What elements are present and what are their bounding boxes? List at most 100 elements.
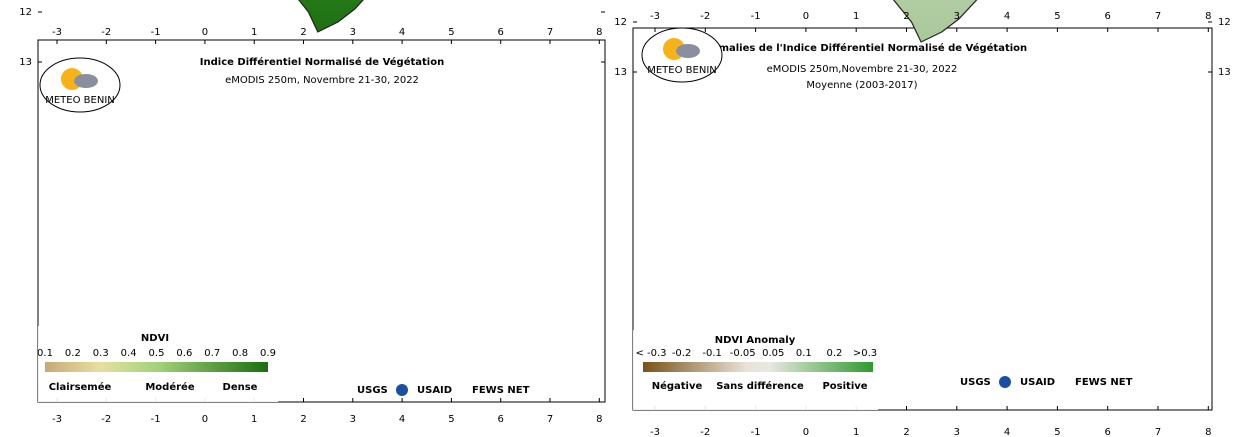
x-tick-label: 1	[251, 27, 257, 38]
legend-scale-label: 0.7	[204, 348, 220, 359]
x-tick-label: 1	[251, 414, 257, 425]
x-tick-label: 1	[853, 11, 859, 22]
logo-cloud	[676, 44, 700, 58]
x-tick-label: 6	[498, 414, 504, 425]
x-tick-label: 6	[1105, 427, 1111, 437]
nasa-badge	[396, 384, 408, 396]
x-tick-label: 2	[903, 427, 909, 437]
x-tick-label: -1	[151, 27, 161, 38]
map-title: Indice Différentiel Normalisé de Végétat…	[200, 56, 444, 68]
legend-title: NDVI Anomaly	[715, 335, 796, 346]
y-tick-label: 13	[1218, 67, 1231, 78]
legend-scale-label: 0.9	[260, 348, 276, 359]
x-tick-label: 2	[300, 414, 306, 425]
x-tick-label: 7	[547, 27, 553, 38]
x-tick-label: -3	[650, 427, 660, 437]
legend-scale-label: >0.3	[853, 348, 877, 359]
legend-class: Positive	[822, 381, 867, 392]
x-tick-label: 1	[853, 427, 859, 437]
legend-scale-label: -0.2	[672, 348, 692, 359]
map-title: Anomalies de l'Indice Différentiel Norma…	[697, 42, 1027, 54]
x-tick-label: -1	[151, 414, 161, 425]
x-tick-label: -1	[751, 11, 761, 22]
x-tick-label: -2	[700, 427, 710, 437]
x-tick-label: 3	[350, 27, 356, 38]
x-tick-label: 4	[399, 27, 405, 38]
x-tick-label: 4	[1004, 427, 1010, 437]
credit: FEWS NET	[472, 385, 530, 396]
y-tick-label: 13	[614, 67, 627, 78]
credit: USGS	[960, 377, 991, 388]
legend-scale-label: 0.3	[93, 348, 109, 359]
x-tick-label: 2	[300, 27, 306, 38]
map-subtitle: eMODIS 250m, Novembre 21-30, 2022	[225, 75, 419, 86]
x-tick-label: 0	[803, 11, 809, 22]
x-tick-label: 6	[1105, 11, 1111, 22]
credit: USAID	[1020, 377, 1055, 388]
x-tick-label: 8	[596, 27, 602, 38]
x-tick-label: 7	[547, 414, 553, 425]
x-tick-label: 3	[350, 414, 356, 425]
x-tick-label: 0	[202, 414, 208, 425]
legend-scale-label: 0.4	[121, 348, 137, 359]
legend-scale-label: 0.1	[37, 348, 53, 359]
x-tick-label: 4	[399, 414, 405, 425]
x-tick-label: 6	[498, 27, 504, 38]
x-tick-label: 2	[903, 11, 909, 22]
x-tick-label: -3	[52, 414, 62, 425]
logo-text: METEO BENIN	[647, 65, 717, 76]
legend-scale-label: 0.1	[796, 348, 812, 359]
legend-class: Dense	[223, 382, 258, 393]
x-tick-label: 0	[803, 427, 809, 437]
x-tick-label: 5	[1054, 11, 1060, 22]
legend-scale-label: -0.1	[702, 348, 722, 359]
x-tick-label: 8	[1205, 427, 1211, 437]
legend-class: Clairsemée	[49, 381, 112, 393]
x-tick-label: -1	[751, 427, 761, 437]
x-tick-label: -3	[650, 11, 660, 22]
x-tick-label: 3	[954, 427, 960, 437]
x-tick-label: -2	[700, 11, 710, 22]
y-tick-label: 13	[19, 57, 32, 68]
x-tick-label: 7	[1155, 427, 1161, 437]
y-tick-label: 12	[1218, 17, 1231, 28]
x-tick-label: 7	[1155, 11, 1161, 22]
legend-scale-label: 0.2	[826, 348, 842, 359]
y-tick-label: 12	[614, 17, 627, 28]
x-tick-label: 5	[1054, 427, 1060, 437]
legend-scale-label: 0.8	[232, 348, 248, 359]
x-tick-label: -2	[101, 414, 111, 425]
y-tick-label: 12	[19, 7, 32, 18]
logo-text: METEO BENIN	[45, 95, 115, 106]
logo-cloud	[74, 74, 98, 88]
legend-bar	[643, 362, 873, 372]
legend-scale-label: 0.5	[149, 348, 165, 359]
x-tick-label: -2	[101, 27, 111, 38]
credit: FEWS NET	[1075, 377, 1133, 388]
legend-class: Négative	[652, 380, 703, 392]
country-shape	[298, 0, 364, 33]
x-tick-label: 5	[448, 27, 454, 38]
credit: USGS	[357, 385, 388, 396]
x-tick-label: 5	[448, 414, 454, 425]
x-tick-label: -3	[52, 27, 62, 38]
x-tick-label: 4	[1004, 11, 1010, 22]
legend-class: Modérée	[145, 381, 194, 393]
legend-title: NDVI	[141, 333, 169, 344]
country-shape	[892, 0, 978, 43]
x-tick-label: 8	[1205, 11, 1211, 22]
map-note: Moyenne (2003-2017)	[806, 80, 917, 91]
legend-scale-label: 0.2	[65, 348, 81, 359]
legend-scale-label: -0.05	[730, 348, 756, 359]
legend-scale-label: 0.6	[176, 348, 192, 359]
legend-class: Sans différence	[716, 380, 804, 392]
legend-scale-label: < -0.3	[635, 348, 666, 359]
legend-bar	[45, 362, 268, 372]
map-subtitle: eMODIS 250m,Novembre 21-30, 2022	[767, 64, 958, 75]
legend-scale-label: 0.05	[762, 348, 784, 359]
nasa-badge	[999, 376, 1011, 388]
x-tick-label: 8	[596, 414, 602, 425]
x-tick-label: 3	[954, 11, 960, 22]
credit: USAID	[417, 385, 452, 396]
